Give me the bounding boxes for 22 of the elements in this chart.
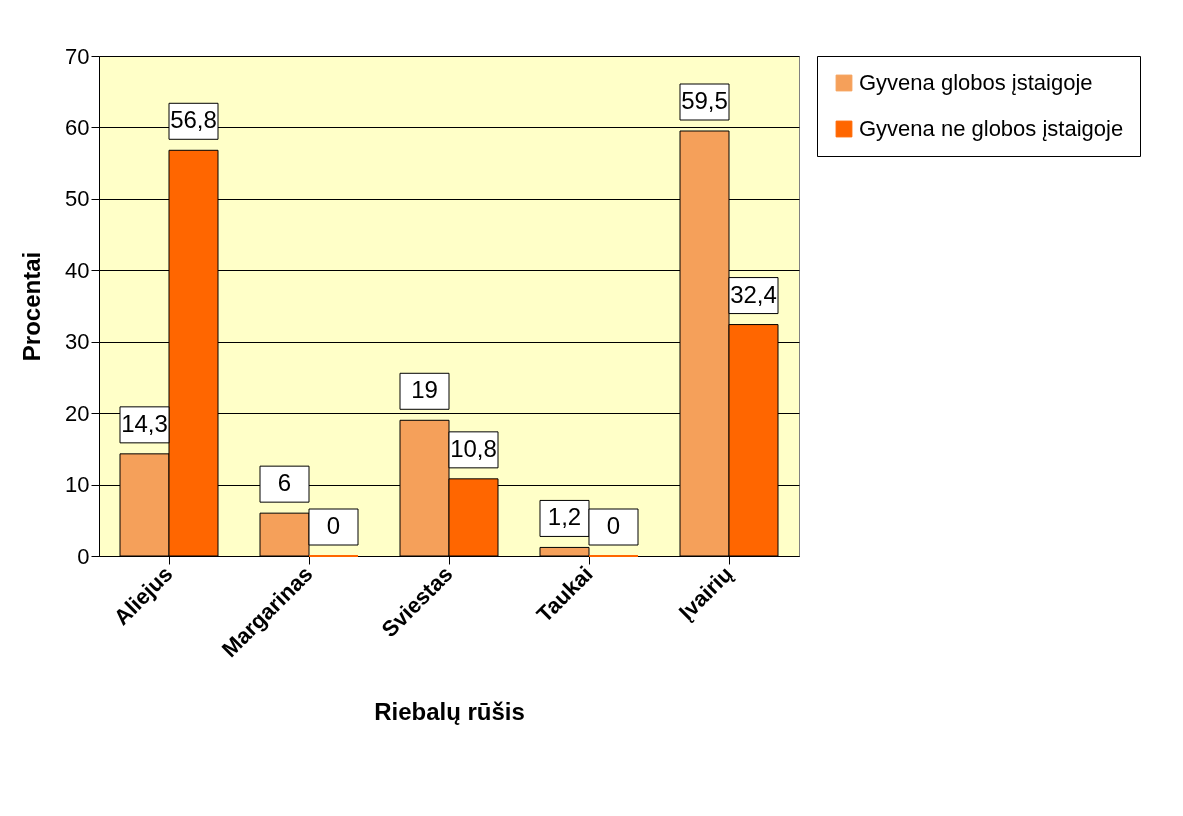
legend-label: Gyvena ne globos įstaigoje (859, 116, 1124, 141)
x-axis-title: Riebalų rūšis (374, 698, 525, 726)
data-label: 0 (326, 512, 341, 539)
y-tick-label: 10 (65, 472, 90, 498)
y-tick-label: 50 (65, 186, 90, 212)
y-tick-label: 60 (65, 114, 90, 140)
y-tick-label: 30 (65, 329, 90, 355)
data-label: 1,2 (547, 503, 582, 531)
y-axis-title: Procentai (18, 251, 46, 362)
data-label: 0 (606, 512, 621, 539)
y-tick-label: 70 (65, 43, 90, 69)
data-label: 59,5 (681, 87, 728, 114)
data-label: 10,8 (450, 434, 497, 462)
data-label: 6 (277, 469, 292, 497)
data-label: 14,3 (121, 409, 168, 437)
data-label: 32,4 (730, 280, 777, 308)
y-tick-label: 20 (65, 400, 90, 426)
data-label: 56,8 (170, 106, 217, 134)
y-tick-label: 40 (65, 257, 90, 283)
legend-label: Gyvena globos įstaigoje (859, 70, 1093, 95)
y-tick-label: 0 (77, 543, 90, 569)
data-label: 19 (411, 376, 438, 404)
